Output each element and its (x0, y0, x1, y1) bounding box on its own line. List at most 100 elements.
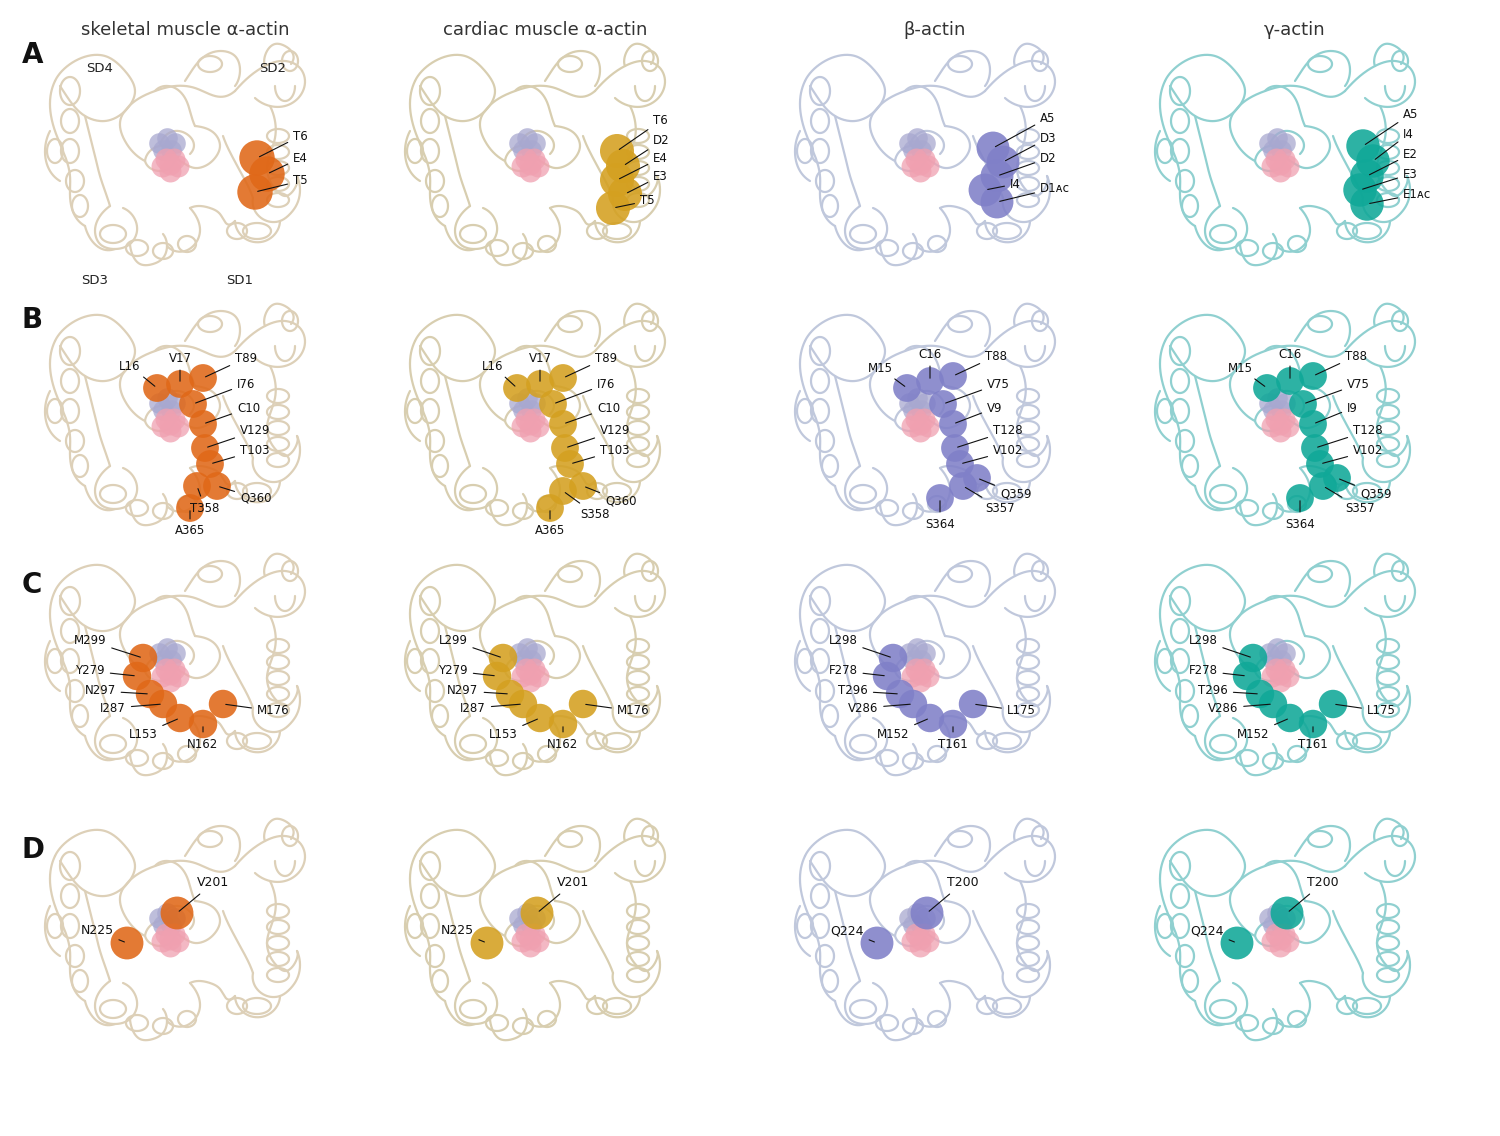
Text: Y279: Y279 (75, 665, 134, 677)
Point (164, 644, 188, 662)
Text: C: C (22, 571, 42, 599)
Point (526, 417, 550, 435)
Point (490, 649, 514, 667)
Point (164, 909, 188, 927)
Point (154, 638, 178, 657)
Text: M152: M152 (876, 719, 927, 741)
Point (1304, 438, 1328, 457)
Point (1268, 671, 1292, 690)
Point (158, 930, 182, 949)
Point (1300, 715, 1324, 733)
Point (1268, 154, 1292, 173)
Text: A5: A5 (996, 111, 1056, 147)
Text: A365: A365 (536, 511, 566, 537)
Point (1262, 916, 1286, 934)
Point (514, 904, 538, 922)
Point (1352, 137, 1376, 156)
Point (558, 454, 582, 473)
Text: V102: V102 (1323, 444, 1383, 463)
Point (1276, 417, 1300, 435)
Point (902, 401, 926, 419)
Text: T89: T89 (566, 351, 616, 377)
Point (147, 644, 171, 662)
Point (986, 167, 1010, 185)
Point (1256, 379, 1280, 398)
Text: V75: V75 (945, 377, 1010, 403)
Point (190, 369, 214, 387)
Point (1248, 685, 1272, 703)
Point (154, 904, 178, 922)
Point (550, 715, 574, 733)
Point (902, 651, 926, 669)
Text: S357: S357 (966, 487, 1014, 515)
Point (992, 153, 1016, 172)
Point (476, 934, 500, 952)
Point (1264, 904, 1288, 922)
Text: B: B (22, 306, 44, 334)
Point (146, 379, 170, 398)
Text: E1ᴀᴄ: E1ᴀᴄ (1370, 187, 1431, 203)
Point (524, 394, 548, 412)
Point (514, 410, 538, 428)
Point (524, 909, 548, 927)
Text: L153: L153 (489, 719, 537, 741)
Point (522, 925, 546, 943)
Point (512, 401, 536, 419)
Text: V286: V286 (1208, 702, 1270, 715)
Point (915, 904, 939, 922)
Point (507, 909, 531, 927)
Point (550, 369, 574, 387)
Point (896, 379, 920, 398)
Point (1278, 709, 1302, 727)
Point (526, 667, 550, 685)
Point (1272, 150, 1296, 168)
Point (962, 695, 986, 713)
Point (514, 925, 538, 943)
Text: V102: V102 (963, 444, 1023, 463)
Text: I4: I4 (987, 177, 1022, 191)
Point (1262, 651, 1286, 669)
Point (604, 170, 628, 189)
Point (255, 165, 279, 183)
Point (184, 477, 209, 495)
Point (152, 916, 176, 934)
Text: I287: I287 (100, 702, 160, 715)
Point (1274, 644, 1298, 662)
Text: L175: L175 (1335, 704, 1396, 718)
Text: Q224: Q224 (831, 925, 874, 942)
Point (154, 925, 178, 943)
Point (526, 157, 550, 175)
Point (1264, 389, 1288, 407)
Point (519, 141, 543, 159)
Point (916, 932, 940, 950)
Point (166, 157, 190, 175)
Point (519, 916, 543, 934)
Text: V129: V129 (207, 425, 270, 448)
Point (244, 149, 268, 167)
Point (928, 488, 952, 507)
Text: L298: L298 (1188, 635, 1251, 657)
Point (138, 685, 162, 703)
Text: D2: D2 (999, 151, 1056, 175)
Text: A5: A5 (1365, 108, 1419, 144)
Point (1272, 925, 1296, 943)
Point (1288, 488, 1312, 507)
Point (940, 415, 964, 433)
Point (572, 477, 596, 495)
Point (1260, 667, 1284, 685)
Text: SD2: SD2 (260, 61, 286, 75)
Point (897, 134, 921, 152)
Text: L298: L298 (828, 635, 891, 657)
Point (154, 410, 178, 428)
Point (1264, 410, 1288, 428)
Point (900, 417, 924, 435)
Point (524, 134, 548, 152)
Point (154, 660, 178, 678)
Text: T5: T5 (615, 194, 654, 208)
Text: T6: T6 (260, 130, 308, 157)
Point (518, 937, 542, 955)
Point (904, 660, 928, 678)
Point (914, 644, 938, 662)
Point (507, 644, 531, 662)
Text: M15: M15 (1227, 361, 1264, 386)
